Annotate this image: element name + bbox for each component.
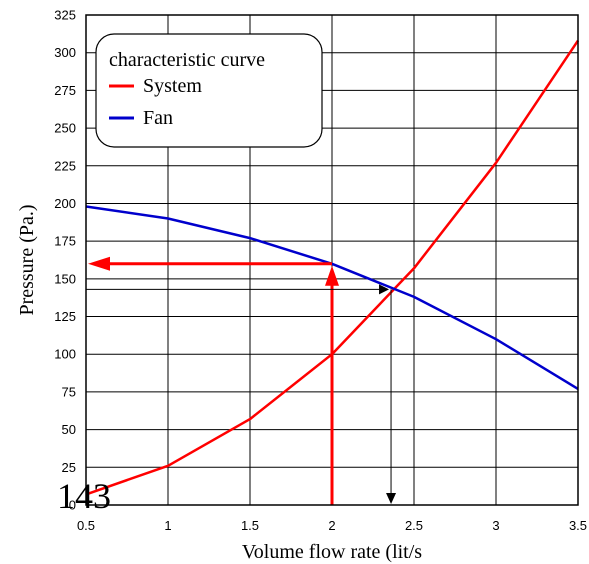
y-tick-label: 325 xyxy=(54,8,76,23)
annotation-layer xyxy=(86,256,397,505)
x-tick-label: 1 xyxy=(164,518,171,533)
y-tick-label: 75 xyxy=(62,384,76,399)
y-tick-label: 225 xyxy=(54,158,76,173)
y-tick-label: 125 xyxy=(54,309,76,324)
overlay-value-label: 143 xyxy=(57,476,111,516)
y-tick-label: 175 xyxy=(54,234,76,249)
y-tick-label: 100 xyxy=(54,347,76,362)
x-tick-label: 2 xyxy=(328,518,335,533)
x-tick-label: 2.5 xyxy=(405,518,423,533)
tick-labels: 0 25 50 75 100 125 150 175 200 225 250 275 300 325 0.5… xyxy=(54,8,587,534)
y-tick-label: 25 xyxy=(62,460,76,475)
x-tick-label: 1.5 xyxy=(241,518,259,533)
legend: characteristic curve System Fan xyxy=(95,33,323,148)
legend-label-system: System xyxy=(143,75,202,97)
x-tick-label: 3 xyxy=(492,518,499,533)
y-tick-label: 50 xyxy=(62,422,76,437)
legend-title: characteristic curve xyxy=(109,49,265,71)
y-tick-label: 200 xyxy=(54,196,76,211)
operating-pressure-arrowhead xyxy=(88,256,110,271)
intersection-flow-arrowhead xyxy=(386,493,397,504)
y-tick-label: 300 xyxy=(54,45,76,60)
plot-area-border xyxy=(85,14,579,506)
y-tick-label: 250 xyxy=(54,121,76,136)
legend-label-fan: Fan xyxy=(143,107,173,129)
y-tick-label: 275 xyxy=(54,83,76,98)
y-tick-label: 150 xyxy=(54,271,76,286)
legend-box xyxy=(95,33,323,148)
y-tick-label: 0 xyxy=(69,498,76,513)
y-axis-title: Pressure (Pa.) xyxy=(16,204,38,315)
x-axis-title: Volume flow rate (lit/s xyxy=(242,541,422,563)
intersection-pressure-arrowhead xyxy=(379,284,390,295)
x-tick-label: 0.5 xyxy=(77,518,95,533)
operating-flow-arrowhead xyxy=(325,265,339,286)
x-tick-label: 3.5 xyxy=(569,518,587,533)
